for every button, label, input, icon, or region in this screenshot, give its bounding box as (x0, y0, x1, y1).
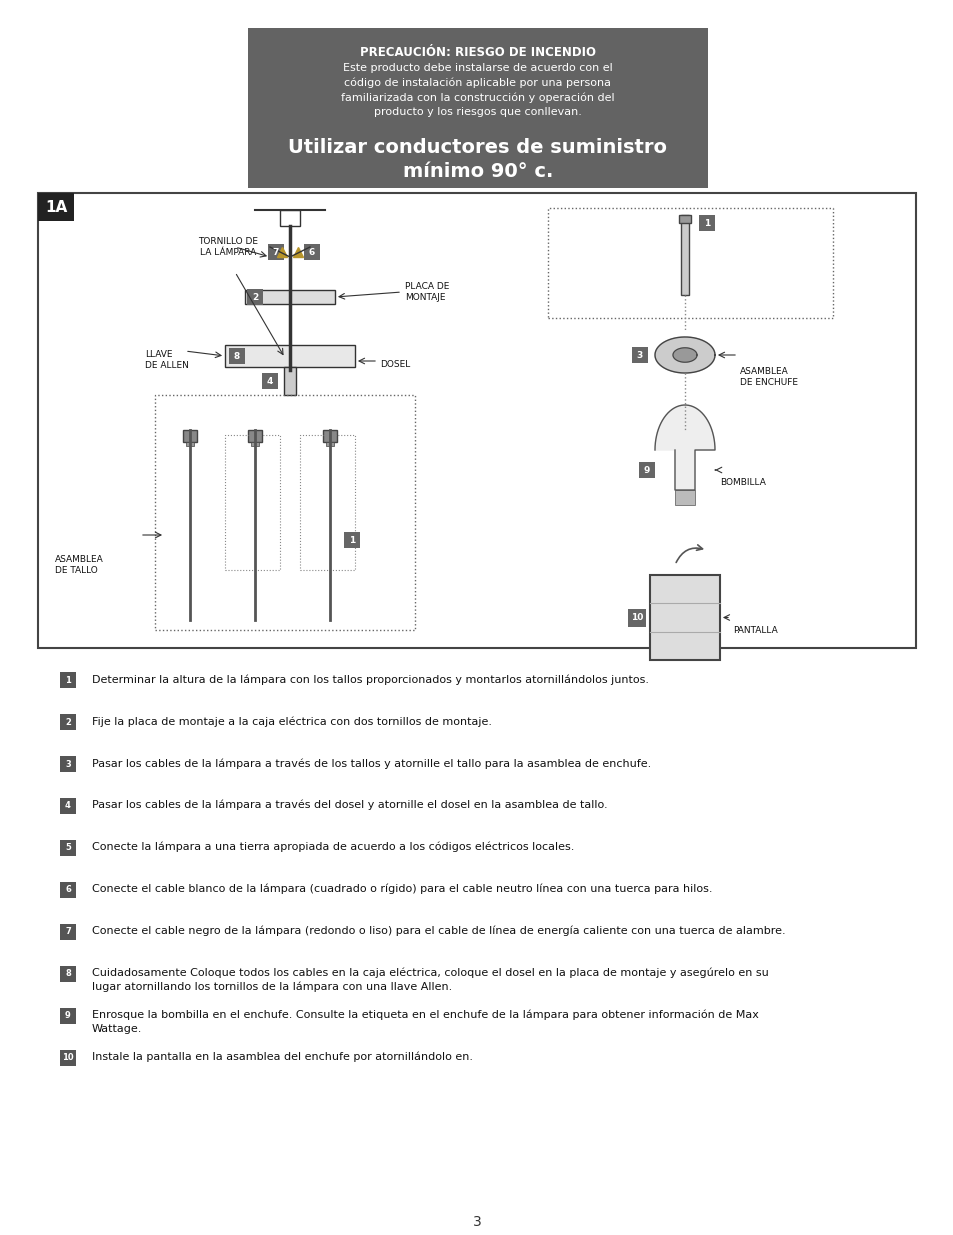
Text: 3: 3 (472, 1215, 481, 1229)
Text: 1: 1 (703, 219, 709, 227)
Text: 6: 6 (309, 247, 314, 257)
Text: 9: 9 (65, 1011, 71, 1020)
Bar (280, 210, 299, 226)
Bar (154, 395, 415, 630)
Polygon shape (655, 337, 714, 373)
Text: Fije la placa de montaje a la caja eléctrica con dos tornillos de montaje.: Fije la placa de montaje a la caja eléct… (91, 716, 492, 726)
Bar (60, 714, 76, 730)
Text: 1: 1 (349, 536, 355, 545)
Bar (344, 532, 359, 548)
Text: ASAMBLEA
DE TALLO: ASAMBLEA DE TALLO (55, 555, 104, 576)
Bar (183, 430, 196, 442)
Bar (60, 882, 76, 898)
Bar (675, 490, 695, 505)
Text: 3: 3 (65, 760, 71, 768)
Bar (60, 924, 76, 940)
Bar (326, 442, 334, 446)
Text: 1: 1 (65, 676, 71, 684)
Text: Utilizar conductores de suministro
mínimo 90° c.: Utilizar conductores de suministro mínim… (288, 138, 667, 180)
Bar (38, 193, 915, 648)
Text: LLAVE
DE ALLEN: LLAVE DE ALLEN (145, 350, 189, 370)
Bar (547, 207, 832, 317)
Bar (60, 798, 76, 814)
Bar (284, 367, 295, 395)
Text: 2: 2 (252, 293, 258, 301)
Text: 6: 6 (65, 885, 71, 894)
Bar (38, 193, 74, 221)
Text: Enrosque la bombilla en el enchufe. Consulte la etiqueta en el enchufe de la lám: Enrosque la bombilla en el enchufe. Cons… (91, 1010, 758, 1034)
Text: Instale la pantalla en la asamblea del enchufe por atornillándolo en.: Instale la pantalla en la asamblea del e… (91, 1052, 473, 1062)
Bar (627, 609, 645, 626)
Text: 10: 10 (62, 1053, 73, 1062)
Bar (247, 289, 263, 305)
Bar (225, 345, 355, 367)
Text: 10: 10 (630, 613, 642, 622)
Bar (60, 1050, 76, 1066)
Bar (304, 245, 319, 261)
Bar (225, 435, 280, 571)
Bar (299, 435, 355, 571)
Text: 4: 4 (267, 377, 273, 385)
Text: Conecte el cable blanco de la lámpara (cuadrado o rígido) para el cable neutro l: Conecte el cable blanco de la lámpara (c… (91, 884, 712, 894)
Text: Pasar los cables de la lámpara a través de los tallos y atornille el tallo para : Pasar los cables de la lámpara a través … (91, 758, 651, 768)
Bar (649, 576, 720, 659)
Text: 8: 8 (233, 352, 240, 361)
Text: 1A: 1A (45, 200, 67, 215)
Bar (60, 840, 76, 856)
Text: DOSEL: DOSEL (379, 359, 410, 369)
Bar (323, 430, 336, 442)
Bar (248, 28, 707, 188)
Bar (248, 430, 262, 442)
Text: 4: 4 (65, 802, 71, 810)
Text: 2: 2 (65, 718, 71, 726)
Text: 9: 9 (643, 466, 650, 474)
Bar (60, 756, 76, 772)
Text: Determinar la altura de la lámpara con los tallos proporcionados y montarlos ato: Determinar la altura de la lámpara con l… (91, 674, 648, 684)
Text: 5: 5 (65, 844, 71, 852)
Bar (699, 215, 714, 231)
Text: 7: 7 (65, 927, 71, 936)
Bar (639, 462, 655, 478)
Bar (60, 1008, 76, 1024)
Text: 8: 8 (65, 969, 71, 978)
Bar (679, 215, 690, 224)
Bar (245, 290, 335, 304)
Text: PLACA DE
MONTAJE: PLACA DE MONTAJE (405, 282, 449, 303)
Text: TORNILLO DE
LA LÁMPARA: TORNILLO DE LA LÁMPARA (198, 237, 257, 257)
Text: Conecte la lámpara a una tierra apropiada de acuerdo a los códigos eléctricos lo: Conecte la lámpara a una tierra apropiad… (91, 842, 574, 852)
Text: Este producto debe instalarse de acuerdo con el
código de instalación aplicable : Este producto debe instalarse de acuerdo… (341, 63, 614, 116)
Polygon shape (655, 405, 714, 490)
Text: Pasar los cables de la lámpara a través del dosel y atornille el dosel en la asa: Pasar los cables de la lámpara a través … (91, 800, 607, 810)
Bar (262, 373, 277, 389)
Text: Cuidadosamente Coloque todos los cables en la caja eléctrica, coloque el dosel e: Cuidadosamente Coloque todos los cables … (91, 968, 768, 993)
Bar (268, 245, 284, 261)
Bar (186, 442, 193, 446)
Bar (60, 966, 76, 982)
Polygon shape (672, 348, 697, 362)
Text: PRECAUCIÓN: RIESGO DE INCENDIO: PRECAUCIÓN: RIESGO DE INCENDIO (359, 46, 596, 59)
Bar (680, 215, 688, 295)
Text: BOMBILLA: BOMBILLA (720, 478, 765, 487)
Bar (229, 348, 245, 364)
Bar (631, 347, 647, 363)
Text: ASAMBLEA
DE ENCHUFE: ASAMBLEA DE ENCHUFE (740, 367, 797, 387)
Text: 7: 7 (273, 247, 279, 257)
Bar (251, 442, 258, 446)
Text: PANTALLA: PANTALLA (732, 625, 777, 635)
Text: Conecte el cable negro de la lámpara (redondo o liso) para el cable de línea de : Conecte el cable negro de la lámpara (re… (91, 926, 785, 936)
Text: 3: 3 (637, 351, 642, 359)
Bar (60, 672, 76, 688)
